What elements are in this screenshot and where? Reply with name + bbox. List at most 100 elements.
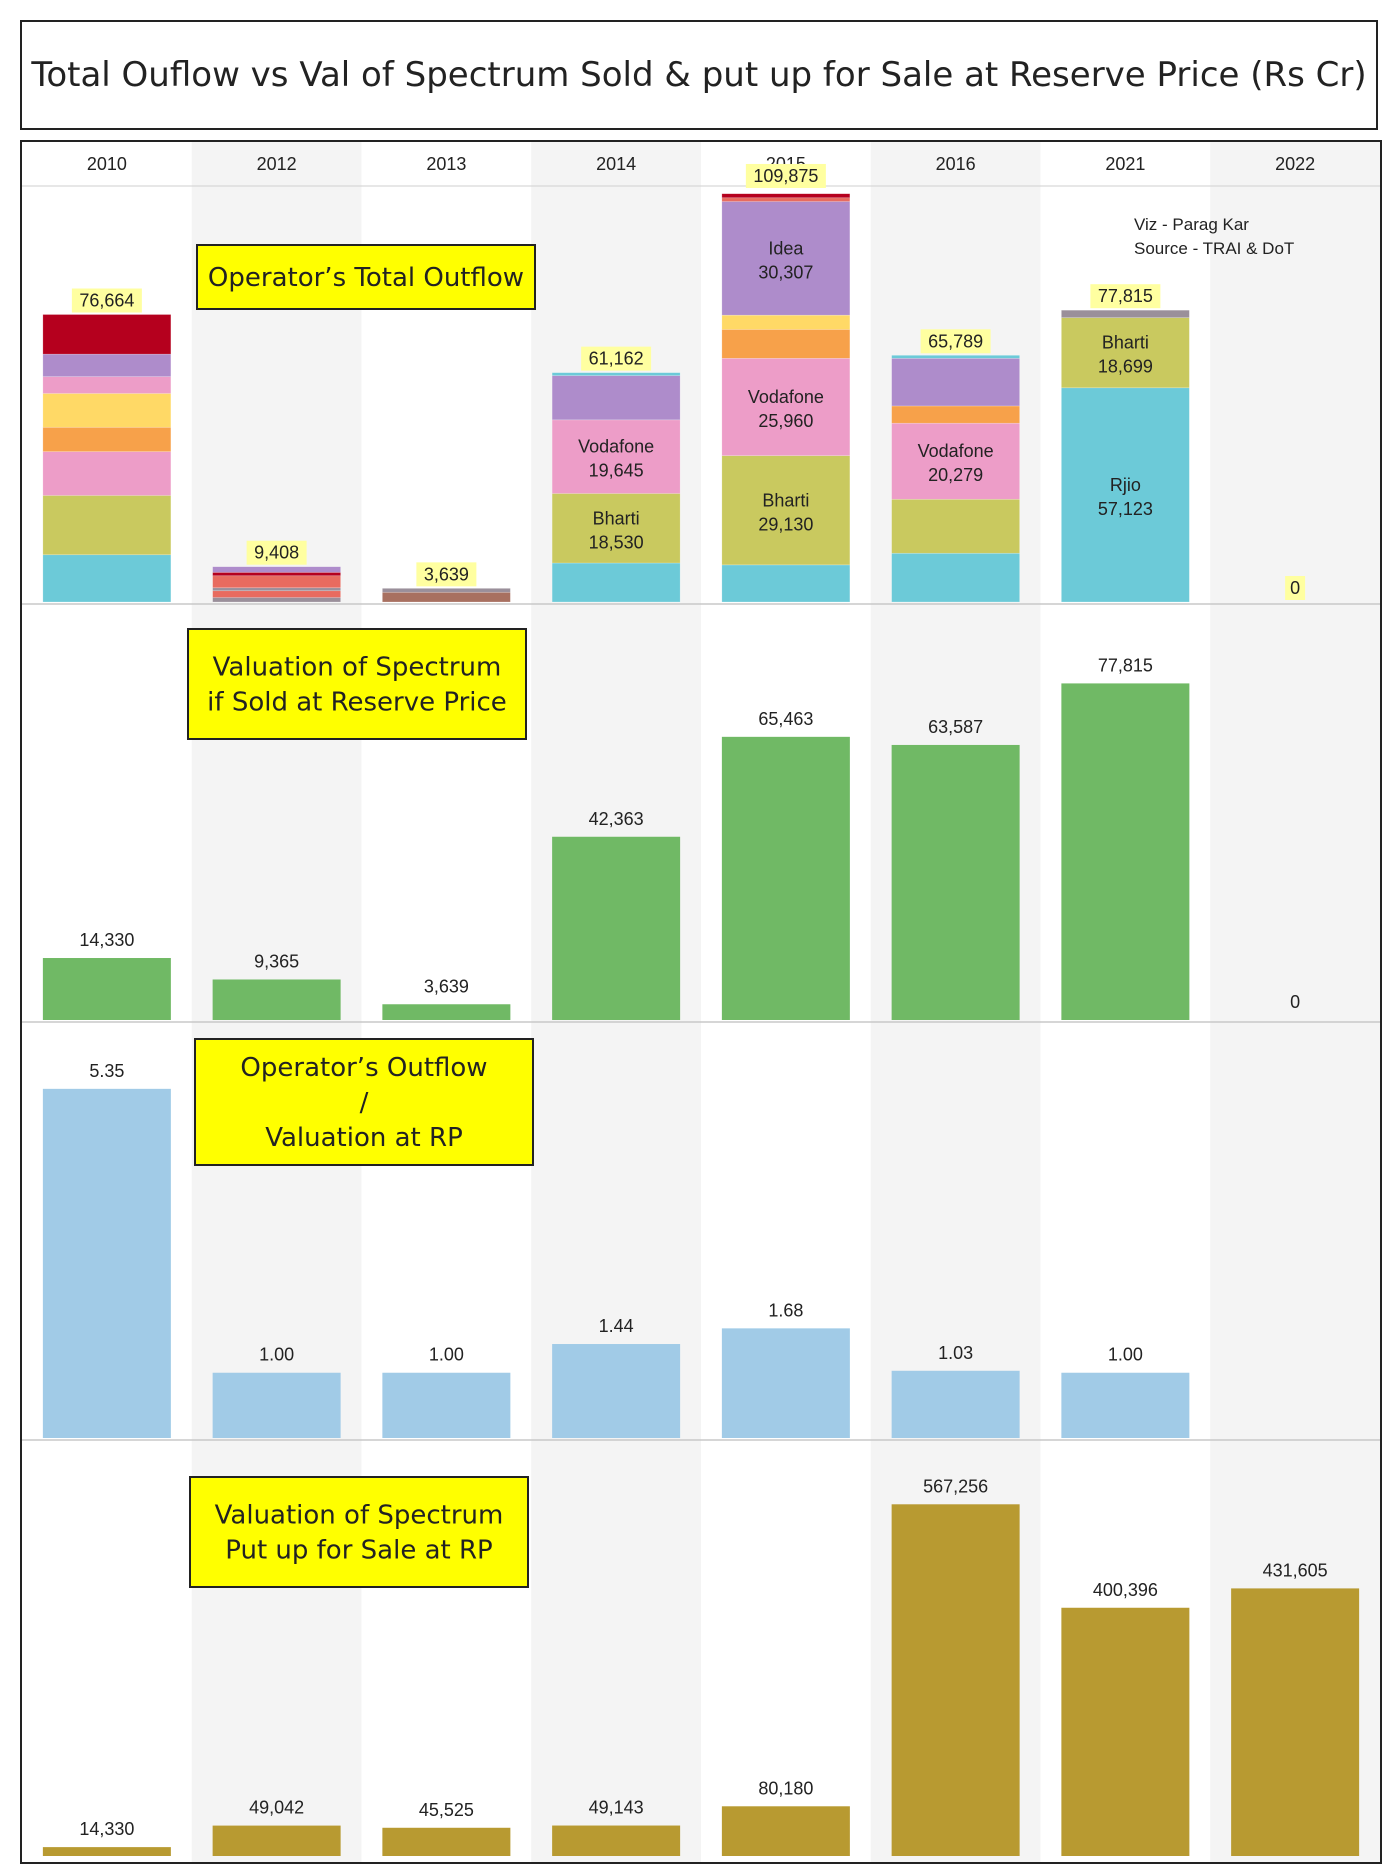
callout-text: Operator’s Total Outflow	[208, 263, 524, 293]
year-label: 2010	[87, 154, 127, 174]
stacked-segment	[551, 419, 681, 494]
bar-value-label: 0	[1290, 992, 1300, 1012]
stacked-segment	[382, 591, 511, 603]
bar-value-label: 3,639	[424, 976, 469, 996]
bar-value-label: 63,587	[928, 717, 983, 737]
bar-value-label: 77,815	[1098, 655, 1153, 675]
callout-text: if Sold at Reserve Price	[207, 688, 507, 718]
total-label: 77,815	[1098, 286, 1153, 306]
credit-text: Source - TRAI & DoT	[1134, 239, 1294, 258]
stacked-segment	[212, 590, 341, 598]
segment-label-name: Bharti	[762, 490, 809, 510]
bar	[1231, 1588, 1360, 1856]
chart-title: Total Ouflow vs Val of Spectrum Sold & p…	[20, 20, 1378, 130]
stacked-segment	[891, 498, 1020, 554]
chart-canvas: 20102012201320142015201620212022Viz - Pa…	[22, 142, 1380, 1862]
stacked-segment	[721, 314, 851, 330]
stacked-segment	[721, 564, 851, 603]
total-label-bg	[71, 288, 142, 313]
total-label-bg	[1090, 284, 1161, 309]
stacked-segment	[721, 329, 851, 359]
bar-value-label: 1.03	[938, 1343, 973, 1363]
stacked-segment	[212, 572, 341, 577]
stacked-segment	[721, 455, 851, 566]
bar-value-label: 49,042	[249, 1798, 304, 1818]
stacked-segment	[42, 426, 172, 452]
segment-label-name: Idea	[768, 238, 804, 258]
year-label: 2016	[936, 154, 976, 174]
stacked-segment	[891, 552, 1020, 603]
segment-label-value: 57,123	[1098, 499, 1153, 519]
total-label-bg	[1285, 576, 1306, 600]
total-label: 0	[1290, 578, 1300, 598]
stacked-segment	[1061, 387, 1190, 603]
stacked-segment	[42, 353, 172, 377]
chart-frame: 20102012201320142015201620212022Viz - Pa…	[20, 140, 1382, 1864]
stacked-segment	[42, 314, 172, 355]
bar-value-label: 1.68	[768, 1300, 803, 1320]
bar	[42, 1088, 171, 1438]
bar	[382, 1372, 511, 1438]
bar-value-label: 49,143	[589, 1798, 644, 1818]
panel-callout	[187, 628, 527, 740]
segment-label-value: 25,960	[758, 411, 813, 431]
total-label-bg	[920, 329, 991, 354]
stacked-segment	[212, 597, 341, 603]
bar-value-label: 80,180	[758, 1778, 813, 1798]
stacked-segment	[212, 575, 341, 589]
stacked-segment	[212, 566, 341, 573]
stacked-segment	[721, 201, 851, 316]
segment-label-value: 18,699	[1098, 357, 1153, 377]
callout-text: Valuation of Spectrum	[215, 1501, 504, 1531]
bar	[891, 744, 1020, 1020]
stacked-segment	[212, 587, 341, 592]
stacked-segment	[551, 372, 681, 376]
stacked-segment	[1061, 309, 1190, 318]
segment-label-name: Bharti	[593, 508, 640, 528]
stacked-segment	[721, 197, 851, 202]
bar	[212, 1372, 341, 1438]
bar-value-label: 1.00	[1108, 1345, 1143, 1365]
bar	[1061, 683, 1190, 1020]
bar	[891, 1504, 1020, 1856]
segment-label-value: 29,130	[758, 514, 813, 534]
bar	[1061, 1372, 1190, 1438]
callout-text: Put up for Sale at RP	[225, 1536, 492, 1566]
segment-label-name: Vodafone	[748, 387, 824, 407]
bar-value-label: 65,463	[758, 709, 813, 729]
stacked-segment	[721, 357, 851, 456]
total-label: 65,789	[928, 331, 983, 351]
callout-text: Valuation of Spectrum	[213, 653, 502, 683]
stacked-segment	[721, 193, 851, 199]
bar	[721, 736, 850, 1020]
total-label: 61,162	[589, 349, 644, 369]
bar	[552, 1825, 681, 1856]
bar-value-label: 14,330	[79, 930, 134, 950]
total-label-bg	[745, 163, 826, 188]
bar	[42, 1847, 171, 1856]
bar	[552, 836, 681, 1020]
segment-label-value: 20,279	[928, 465, 983, 485]
bar-value-label: 5.35	[89, 1061, 124, 1081]
total-label: 9,408	[254, 543, 299, 563]
bar-value-label: 1.44	[599, 1316, 634, 1336]
segment-label-name: Vodafone	[578, 437, 654, 457]
stacked-segment	[551, 375, 681, 421]
bar-value-label: 400,396	[1093, 1580, 1158, 1600]
stacked-segment	[891, 405, 1020, 424]
bar-value-label: 42,363	[589, 809, 644, 829]
stacked-segment	[891, 358, 1020, 407]
bar-value-label: 9,365	[254, 951, 299, 971]
bar	[891, 1370, 1020, 1438]
panel-callout	[194, 1038, 534, 1166]
stacked-segment	[551, 562, 681, 603]
stacked-segment	[42, 376, 172, 394]
year-label: 2021	[1105, 154, 1145, 174]
year-label: 2022	[1275, 154, 1315, 174]
bar	[552, 1344, 681, 1438]
stacked-segment	[891, 422, 1020, 500]
segment-label-name: Bharti	[1102, 333, 1149, 353]
panel-callout	[196, 244, 536, 310]
stacked-segment	[42, 393, 172, 428]
year-label: 2013	[426, 154, 466, 174]
